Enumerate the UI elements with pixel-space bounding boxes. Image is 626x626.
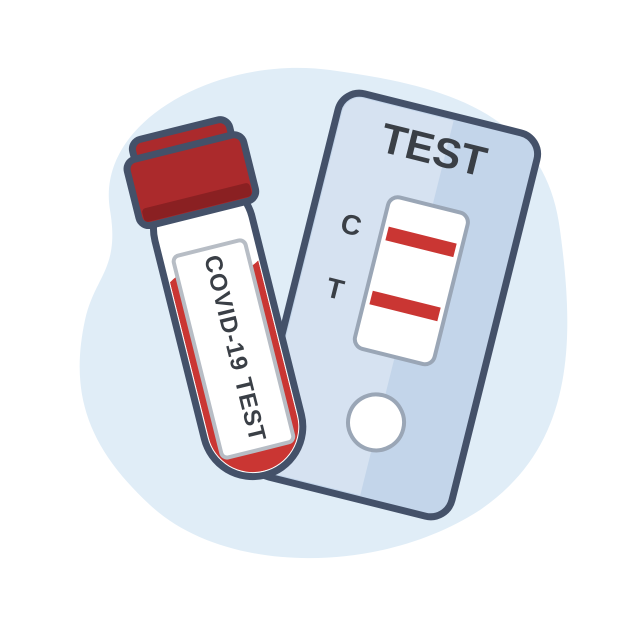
infographic-svg: TEST C T COVID-19 TEST bbox=[0, 0, 626, 626]
covid-test-infographic: TEST C T COVID-19 TEST bbox=[0, 0, 626, 626]
